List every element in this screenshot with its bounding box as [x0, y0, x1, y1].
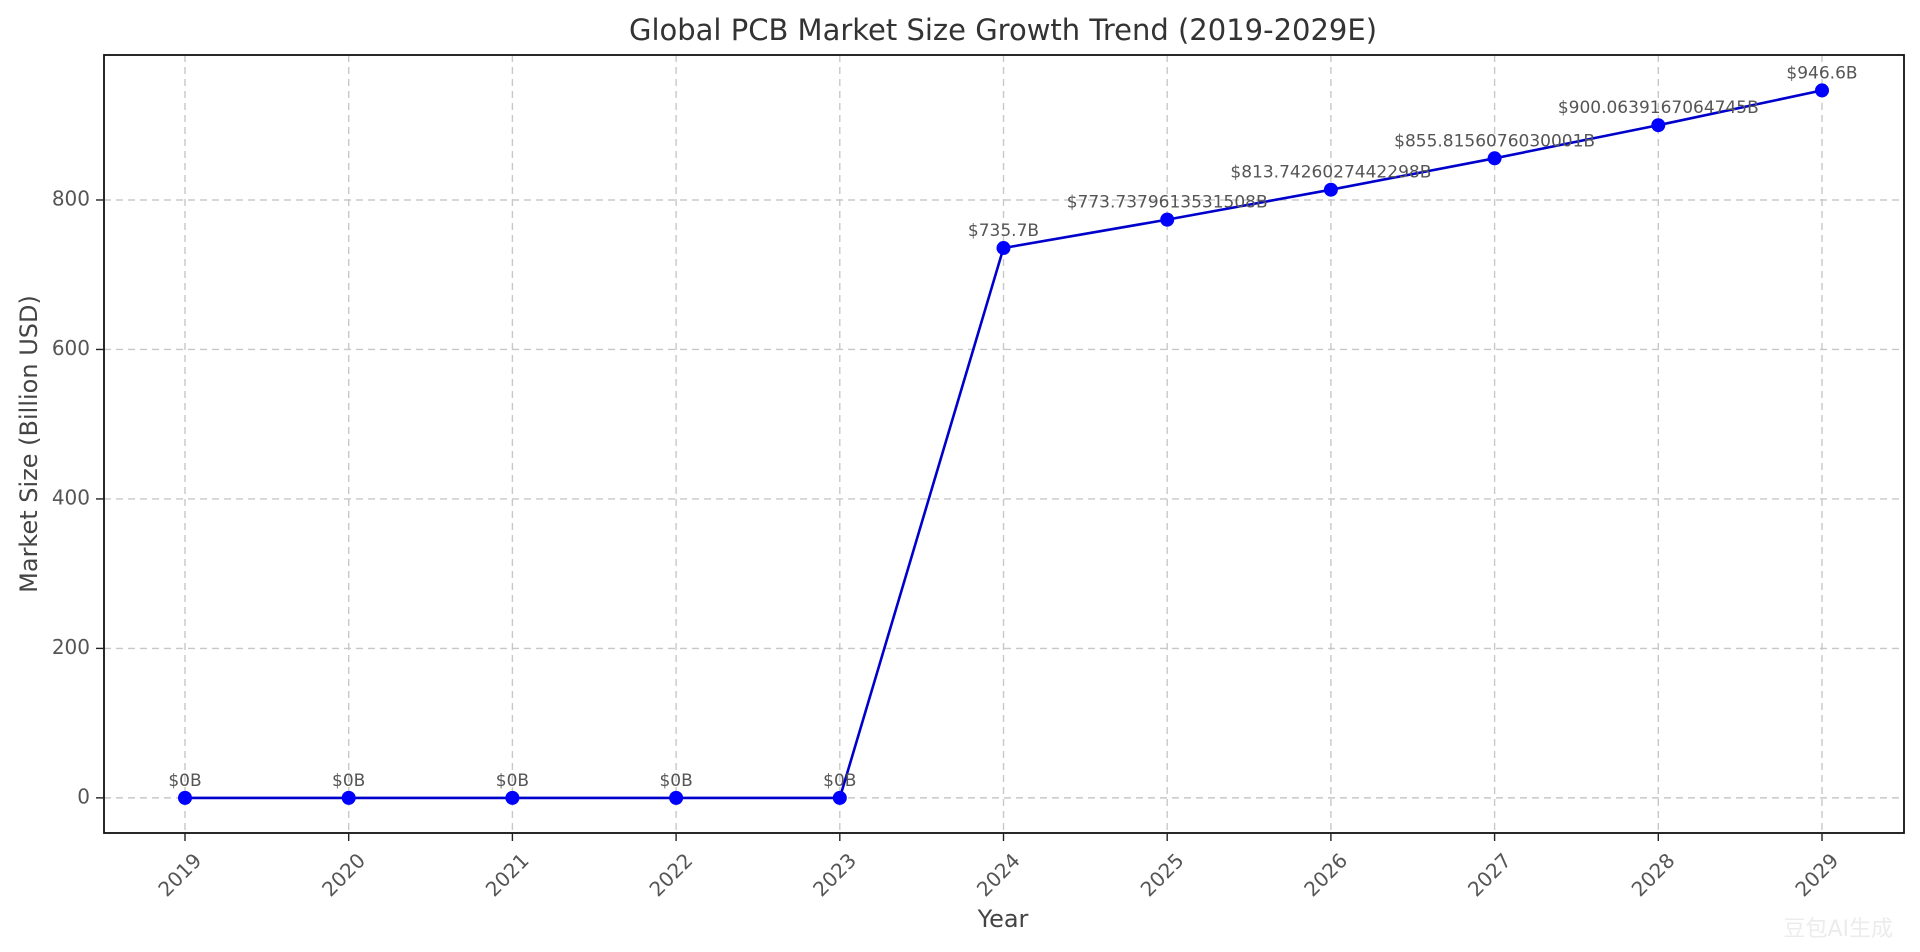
data-label: $0B	[332, 771, 365, 791]
data-point	[178, 790, 192, 805]
data-label: $735.7B	[968, 221, 1039, 241]
data-point	[669, 790, 684, 805]
x-tick-label: 2020	[317, 848, 370, 901]
x-tick-label: 2029	[1790, 848, 1843, 901]
data-point	[341, 790, 356, 805]
y-tick-label: 800	[52, 186, 90, 210]
y-tick-label: 200	[52, 635, 90, 659]
data-point	[1160, 212, 1175, 227]
data-label: $855.8156076030001B	[1394, 131, 1595, 151]
x-tick-label: 2024	[972, 848, 1025, 901]
data-point	[1815, 83, 1829, 98]
data-label: $813.7426027442298B	[1230, 163, 1431, 183]
x-tick-label: 2027	[1463, 848, 1516, 901]
x-tick-label: 2025	[1136, 848, 1189, 901]
chart-title: Global PCB Market Size Growth Trend (201…	[629, 13, 1377, 47]
y-axis-ticks: 0 200 400 600 800	[52, 186, 104, 808]
data-points	[178, 83, 1829, 805]
data-label: $0B	[659, 771, 692, 791]
data-label: $900.0639167064745B	[1558, 98, 1759, 118]
x-tick-label: 2026	[1299, 848, 1352, 901]
x-axis-ticks: 2019 2020 2021 2022 2023 2024 2025 2026 2027 2028…	[153, 833, 1843, 901]
data-label: $946.6B	[1786, 63, 1857, 83]
y-tick-label: 400	[52, 485, 90, 509]
x-tick-label: 2022	[644, 848, 697, 901]
grid-lines	[104, 55, 1904, 833]
data-point	[996, 241, 1011, 256]
x-tick-label: 2023	[808, 848, 861, 901]
data-point	[1323, 182, 1338, 197]
data-label: $0B	[168, 771, 201, 791]
x-tick-label: 2021	[481, 848, 534, 901]
y-tick-label: 0	[77, 784, 90, 808]
data-point	[832, 790, 847, 805]
data-point	[505, 790, 520, 805]
y-tick-label: 600	[52, 336, 90, 360]
data-point	[1487, 151, 1502, 166]
x-axis-label: Year	[977, 905, 1029, 933]
data-label: $0B	[496, 771, 529, 791]
watermark-text: 豆包AI生成	[1783, 917, 1893, 942]
data-labels: $0B $0B $0B $0B $0B $735.7B $773.7379613531508…	[168, 63, 1857, 790]
y-axis-label: Market Size (Billion USD)	[15, 295, 43, 593]
x-tick-label: 2028	[1627, 848, 1680, 901]
x-tick-label: 2019	[153, 848, 206, 901]
data-label: $0B	[823, 771, 856, 791]
data-point	[1651, 118, 1666, 133]
data-label: $773.7379613531508B	[1067, 193, 1268, 213]
